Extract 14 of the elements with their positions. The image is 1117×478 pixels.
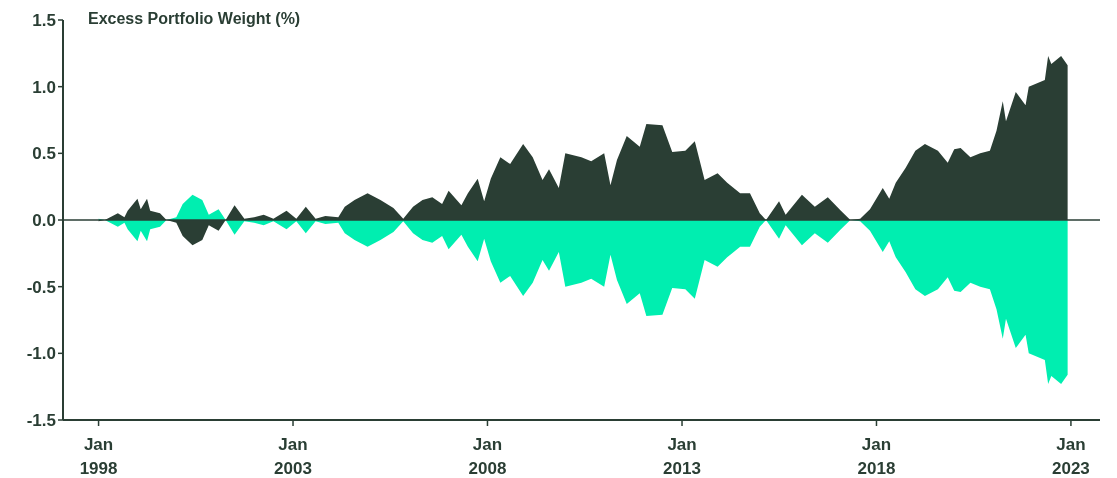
x-tick-label: Jan 1998 (79, 435, 118, 478)
y-tick-label: 0.5 (32, 144, 56, 164)
y-tick-label: -1.5 (26, 411, 56, 431)
y-tick-label: 0.0 (32, 211, 56, 231)
y-tick-label: 1.5 (32, 11, 56, 31)
y-tick-label: -0.5 (26, 277, 56, 297)
y-tick-label: -1.0 (26, 344, 56, 364)
x-tick-label: Jan 2018 (857, 435, 896, 478)
x-tick-label: Jan 2013 (663, 435, 701, 478)
y-axis-title: Excess Portfolio Weight (%) (88, 10, 301, 28)
x-tick-label: Jan 2008 (468, 435, 507, 478)
y-tick-label: 1.0 (32, 77, 56, 97)
x-tick-label: Jan 2023 (1052, 435, 1090, 478)
x-tick-label: Jan 2003 (274, 435, 312, 478)
